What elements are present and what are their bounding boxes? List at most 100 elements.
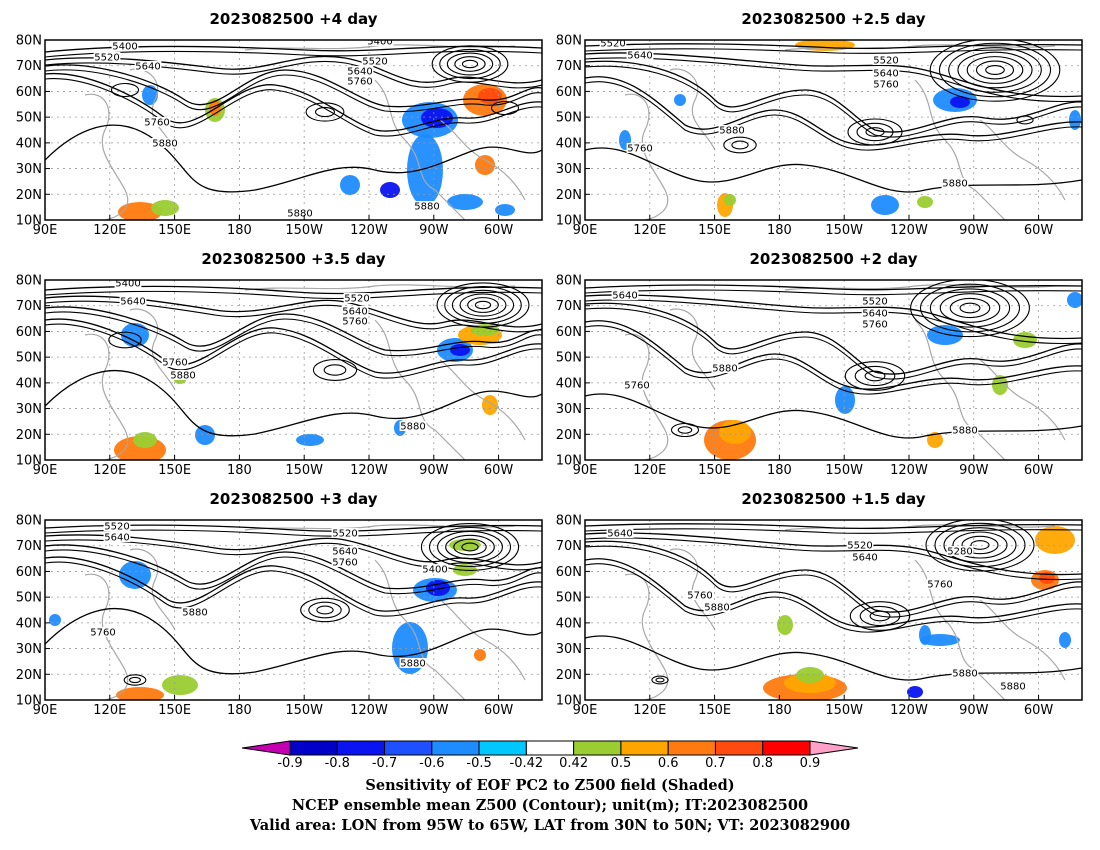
lat-tick-label: 80N: [556, 34, 582, 49]
closed-contour: [961, 535, 999, 555]
coastline: [669, 308, 716, 391]
closed-contour: [929, 288, 1011, 328]
shaded-region: [116, 687, 164, 700]
z500-contours: [45, 523, 542, 686]
shaded-region: [407, 134, 443, 206]
lon-tick-label: 90W: [419, 703, 449, 718]
panel-title: 2023082500 +2.5 day: [741, 10, 925, 28]
contour-line: [585, 302, 1082, 375]
contour-line: [45, 556, 542, 612]
contour-label: 5520: [332, 529, 357, 540]
shaded-region: [1067, 292, 1082, 308]
contour-label: 5520: [344, 294, 369, 305]
closed-contour: [677, 426, 693, 434]
colorbar-tick-label: 0.7: [705, 756, 726, 770]
closed-contour: [453, 538, 487, 556]
closed-contour: [420, 523, 520, 571]
contour-line: [45, 607, 542, 675]
contour-line: [45, 544, 542, 590]
lat-tick-label: 50N: [16, 351, 42, 366]
lon-tick-label: 120E: [93, 703, 126, 718]
lon-tick-label: 180: [227, 703, 252, 718]
shaded-region: [777, 615, 793, 635]
closed-contour: [925, 520, 1035, 572]
lat-tick-label: 50N: [556, 111, 582, 126]
closed-contour: [957, 51, 1033, 89]
closed-contour: [844, 361, 906, 391]
panel-frame: [584, 279, 1083, 461]
colorbar-tick-label: -0.9: [277, 756, 302, 770]
contour-line: [585, 57, 1082, 103]
contour-line: [45, 64, 542, 108]
closed-contour: [959, 302, 981, 314]
shaded-region: [871, 195, 899, 215]
contour-label: 5520: [362, 57, 387, 68]
lon-tick-label: 180: [767, 463, 792, 478]
contour-label: 5760: [862, 320, 887, 331]
caption-line-1: Sensitivity of EOF PC2 to Z500 field (Sh…: [365, 777, 735, 794]
contour-label: 5640: [852, 553, 877, 564]
shaded-region: [920, 634, 960, 646]
coastline: [979, 359, 1066, 441]
colorbar-box: [573, 740, 622, 756]
lat-tick-label: 60N: [16, 85, 42, 100]
lon-tick-label: 90W: [959, 463, 989, 478]
lon-tick-label: 180: [227, 223, 252, 238]
lat-tick-label: 30N: [556, 162, 582, 177]
closed-contour: [670, 422, 700, 438]
closed-contour: [467, 297, 499, 313]
closed-contour: [970, 540, 990, 550]
contour-label: 5880: [287, 209, 312, 220]
lon-tick-label: 150W: [285, 223, 323, 238]
colorbar-box: [336, 740, 386, 756]
shaded-region: [119, 561, 151, 589]
closed-contour: [919, 283, 1021, 333]
colorbar-tick-label: 0.8: [752, 756, 773, 770]
coastline: [374, 79, 466, 220]
panel-title: 2023082500 +1.5 day: [741, 490, 925, 508]
contour-line: [45, 50, 542, 58]
lat-tick-label: 30N: [556, 402, 582, 417]
colorbar-box: [478, 740, 527, 756]
lon-tick-label: 150W: [825, 223, 863, 238]
panel-frame: [44, 279, 543, 461]
shaded-region: [927, 325, 963, 345]
contour-label: 5880: [712, 364, 737, 375]
colorbar-tick-label: -0.42: [510, 756, 544, 770]
lat-tick-label: 70N: [556, 539, 582, 554]
contour-line: [45, 369, 542, 437]
closed-contour: [952, 531, 1008, 559]
contour-line: [45, 55, 542, 84]
coastline: [439, 359, 526, 441]
closed-contour: [445, 534, 495, 560]
contour-label: 5400: [367, 37, 392, 48]
colorbar-box: [620, 740, 669, 756]
colorbar-tick-label: -0.5: [466, 756, 491, 770]
shaded-region: [1069, 110, 1081, 130]
closed-contour: [428, 526, 512, 568]
contour-label: 5400: [112, 42, 137, 53]
shaded-region: [447, 194, 483, 210]
contour-line: [45, 290, 542, 300]
lon-tick-label: 60W: [1024, 463, 1054, 478]
contour-label: 5640: [862, 309, 887, 320]
contour-label: 5880: [942, 179, 967, 190]
contour-line: [585, 545, 1082, 618]
shaded-region: [151, 200, 179, 216]
contour-label: 5880: [1000, 682, 1025, 693]
contour-line: [45, 311, 542, 357]
lat-tick-label: 70N: [16, 299, 42, 314]
contour-line: [585, 299, 1082, 345]
lon-tick-label: 150W: [825, 703, 863, 718]
lon-tick-label: 120W: [890, 463, 928, 478]
shaded-region: [1059, 632, 1071, 648]
lat-tick-label: 70N: [556, 299, 582, 314]
panel-title: 2023082500 +2 day: [750, 250, 918, 268]
shaded-region: [495, 204, 515, 216]
shaded-region: [724, 194, 736, 206]
colorbar-tick-label: 0.42: [559, 756, 588, 770]
contour-label: 5760: [332, 558, 357, 569]
